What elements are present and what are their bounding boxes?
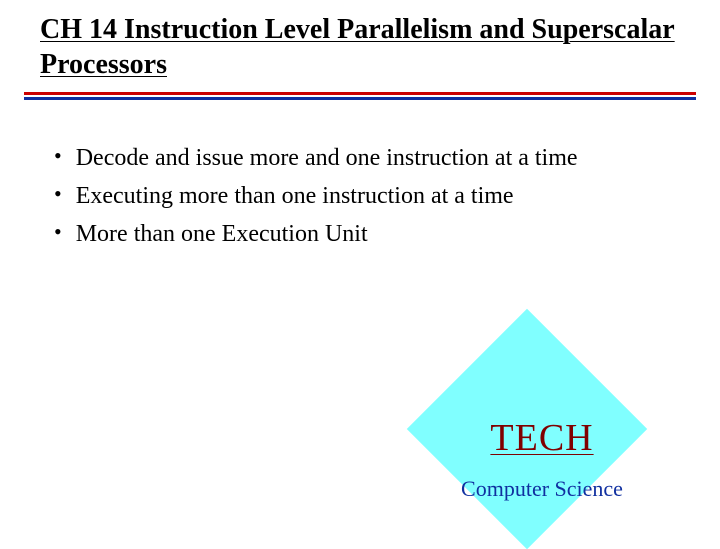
title-area: CH 14 Instruction Level Parallelism and … xyxy=(0,0,720,82)
bullet-text: Decode and issue more and one instructio… xyxy=(76,142,578,174)
badge-title: TECH xyxy=(372,416,712,460)
tech-badge: TECH Computer Science xyxy=(372,326,712,546)
bullet-text: More than one Execution Unit xyxy=(76,218,368,250)
list-item: • Executing more than one instruction at… xyxy=(54,180,680,212)
badge-subtitle: Computer Science xyxy=(372,476,712,502)
bullet-text: Executing more than one instruction at a… xyxy=(76,180,514,212)
bullet-icon: • xyxy=(54,142,62,170)
list-item: • More than one Execution Unit xyxy=(54,218,680,250)
slide-title: CH 14 Instruction Level Parallelism and … xyxy=(40,12,680,82)
rule-top xyxy=(24,92,696,95)
list-item: • Decode and issue more and one instruct… xyxy=(54,142,680,174)
bullet-icon: • xyxy=(54,180,62,208)
double-rule xyxy=(24,92,696,100)
bullet-list: • Decode and issue more and one instruct… xyxy=(0,100,720,250)
bullet-icon: • xyxy=(54,218,62,246)
